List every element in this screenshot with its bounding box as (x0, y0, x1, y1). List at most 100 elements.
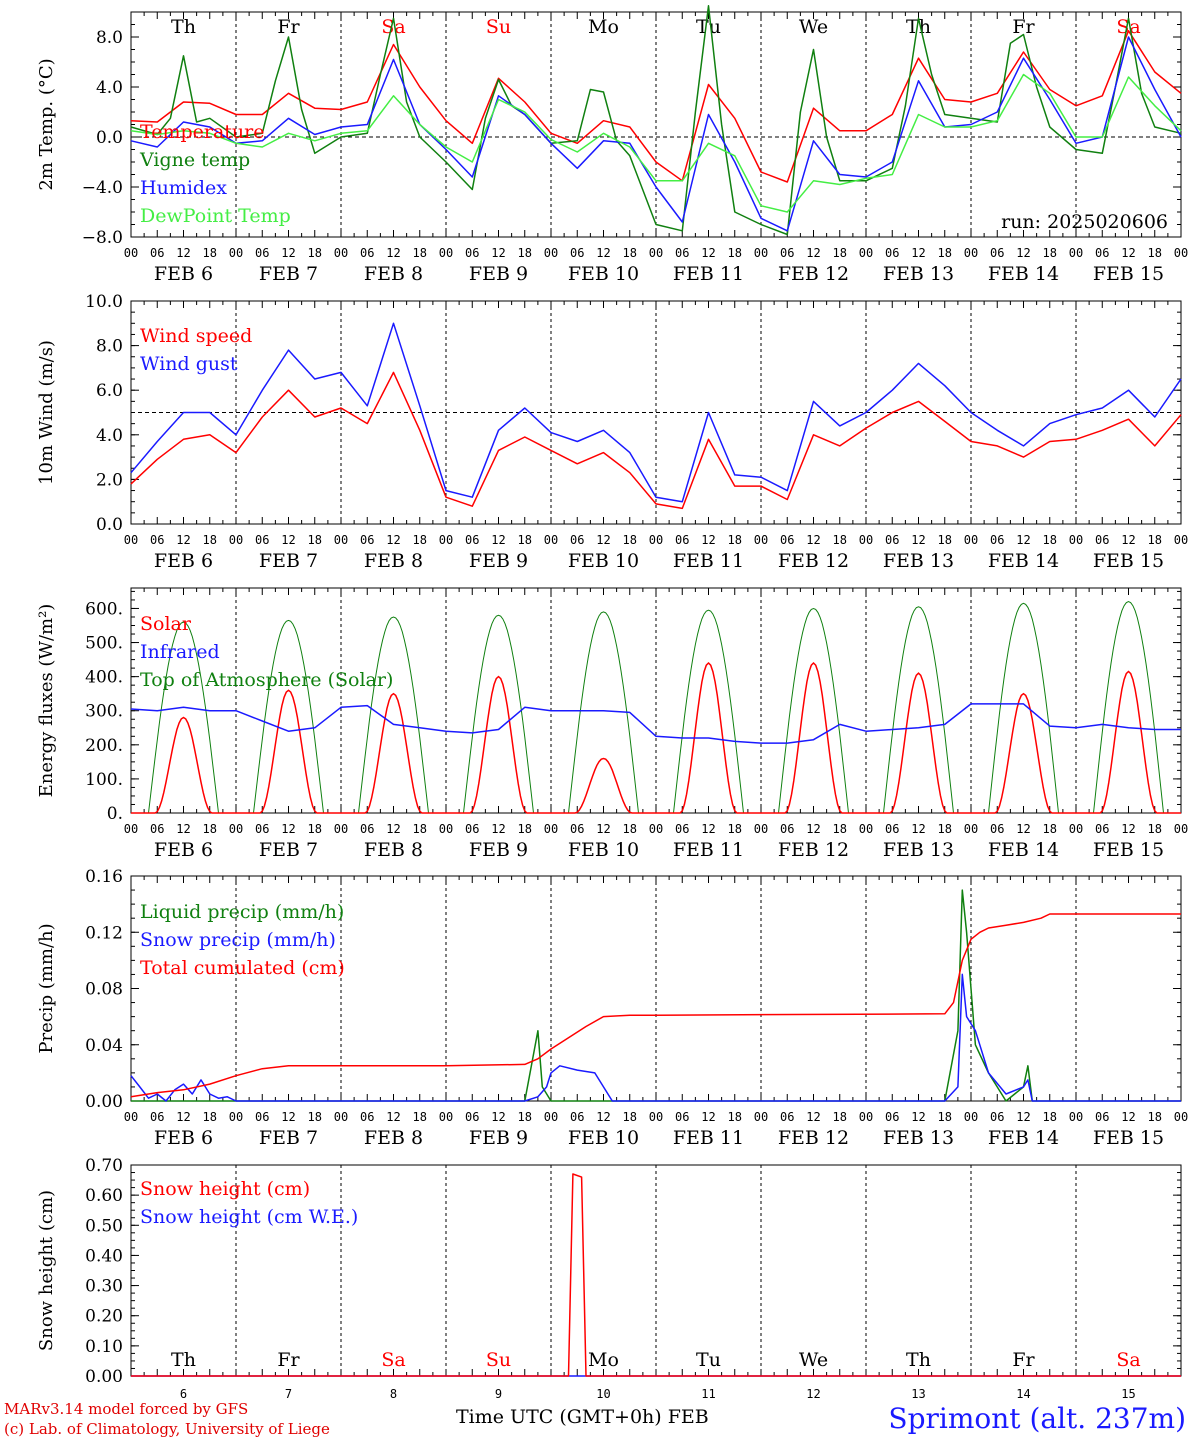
y-tick-label: 0.12 (85, 923, 123, 943)
hour-label: 12 (176, 533, 190, 547)
y-tick-label: 200. (85, 736, 123, 756)
y-tick-label: 0.30 (85, 1277, 123, 1297)
hour-label: 06 (570, 246, 584, 260)
hour-label: 18 (413, 1110, 427, 1124)
hour-label: 12 (386, 822, 400, 836)
date-label: FEB 10 (568, 839, 639, 861)
hour-label: 18 (203, 246, 217, 260)
y-tick-label: 300. (85, 702, 123, 722)
date-label: FEB 14 (988, 1127, 1059, 1149)
hour-label: 06 (780, 246, 794, 260)
y-axis-label: 2m Temp. (°C) (36, 58, 57, 190)
weekday-label: Mo (588, 16, 619, 38)
hour-label: 12 (386, 246, 400, 260)
hour-label: 06 (150, 533, 164, 547)
date-label: 9 (495, 1387, 502, 1401)
footer-credit: (c) Lab. of Climatology, University of L… (4, 1420, 330, 1438)
date-label: FEB 15 (1093, 263, 1164, 285)
date-label: FEB 10 (568, 1127, 639, 1149)
legend-entry: Vigne temp (139, 149, 250, 171)
hour-label: 00 (334, 533, 348, 547)
weekday-label: Fr (277, 1349, 300, 1371)
hour-label: 06 (675, 822, 689, 836)
date-label: 7 (285, 1387, 292, 1401)
hour-label: 06 (360, 1110, 374, 1124)
hour-label: 18 (1148, 246, 1162, 260)
hour-label: 18 (308, 246, 322, 260)
date-label: FEB 11 (673, 263, 744, 285)
hour-label: 06 (1095, 1110, 1109, 1124)
hour-label: 06 (255, 822, 269, 836)
series-line-toa (656, 609, 761, 814)
date-label: FEB 15 (1093, 839, 1164, 861)
weekday-label: We (799, 16, 828, 38)
hour-label: 18 (623, 1110, 637, 1124)
hour-label: 06 (570, 1110, 584, 1124)
hour-label: 18 (1043, 533, 1057, 547)
hour-label: 12 (806, 822, 820, 836)
date-label: FEB 13 (883, 1127, 954, 1149)
hour-label: 18 (413, 246, 427, 260)
date-label: FEB 6 (154, 550, 213, 572)
y-tick-label: 400. (85, 668, 123, 688)
hour-label: 00 (544, 533, 558, 547)
date-label: FEB 7 (259, 263, 318, 285)
hour-label: 06 (990, 1110, 1004, 1124)
hour-label: 12 (386, 1110, 400, 1124)
series-line (130, 5, 1182, 236)
hour-label: 18 (728, 1110, 742, 1124)
hour-label: 00 (859, 822, 873, 836)
hour-label: 18 (1148, 1110, 1162, 1124)
hour-label: 00 (964, 822, 978, 836)
hour-label: 12 (176, 1110, 190, 1124)
y-tick-label: 0.50 (85, 1216, 123, 1236)
legend-entry: Wind gust (140, 353, 238, 375)
hour-label: 06 (1095, 533, 1109, 547)
x-axis-title: Time UTC (GMT+0h) FEB (456, 1406, 709, 1428)
series-line-solar (866, 672, 971, 814)
y-tick-label: 0. (107, 804, 123, 824)
series-line-toa (341, 616, 446, 814)
y-tick-label: 0.04 (85, 1036, 123, 1056)
hour-label: 18 (518, 822, 532, 836)
hour-label: 12 (701, 246, 715, 260)
series-line (130, 30, 1182, 183)
hour-label: 18 (623, 533, 637, 547)
legend-entry: Solar (140, 613, 192, 635)
weekday-label: Su (486, 1349, 511, 1371)
hour-label: 00 (1069, 1110, 1083, 1124)
date-label: FEB 12 (778, 550, 849, 572)
hour-label: 00 (964, 533, 978, 547)
series-line-solar (236, 689, 341, 814)
legend-entry: Top of Atmosphere (Solar) (140, 669, 393, 691)
hour-label: 06 (150, 822, 164, 836)
hour-label: 18 (1043, 1110, 1057, 1124)
series-line-toa (1076, 601, 1181, 814)
hour-label: 06 (465, 533, 479, 547)
series-line-toa (866, 606, 971, 814)
weekday-label: Th (171, 16, 196, 38)
hour-label: 06 (990, 246, 1004, 260)
y-tick-label: −8.0 (82, 228, 123, 248)
date-label: FEB 15 (1093, 550, 1164, 572)
series-line-toa (971, 602, 1076, 814)
series-line (131, 889, 1181, 1102)
series-line (130, 73, 1182, 213)
hour-label: 06 (150, 1110, 164, 1124)
weekday-label: Th (171, 1349, 196, 1371)
y-tick-label: 0.20 (85, 1307, 123, 1327)
y-tick-label: 0.0 (96, 515, 123, 535)
hour-label: 00 (754, 1110, 768, 1124)
hour-label: 18 (938, 533, 952, 547)
hour-label: 06 (675, 246, 689, 260)
hour-label: 18 (728, 533, 742, 547)
y-tick-label: 10.0 (85, 292, 123, 312)
y-tick-label: 0.00 (85, 1092, 123, 1112)
hour-label: 12 (176, 822, 190, 836)
hour-label: 06 (465, 1110, 479, 1124)
hour-label: 18 (203, 822, 217, 836)
hour-label: 18 (308, 822, 322, 836)
hour-label: 12 (1121, 533, 1135, 547)
weekday-label: Tu (696, 16, 721, 38)
